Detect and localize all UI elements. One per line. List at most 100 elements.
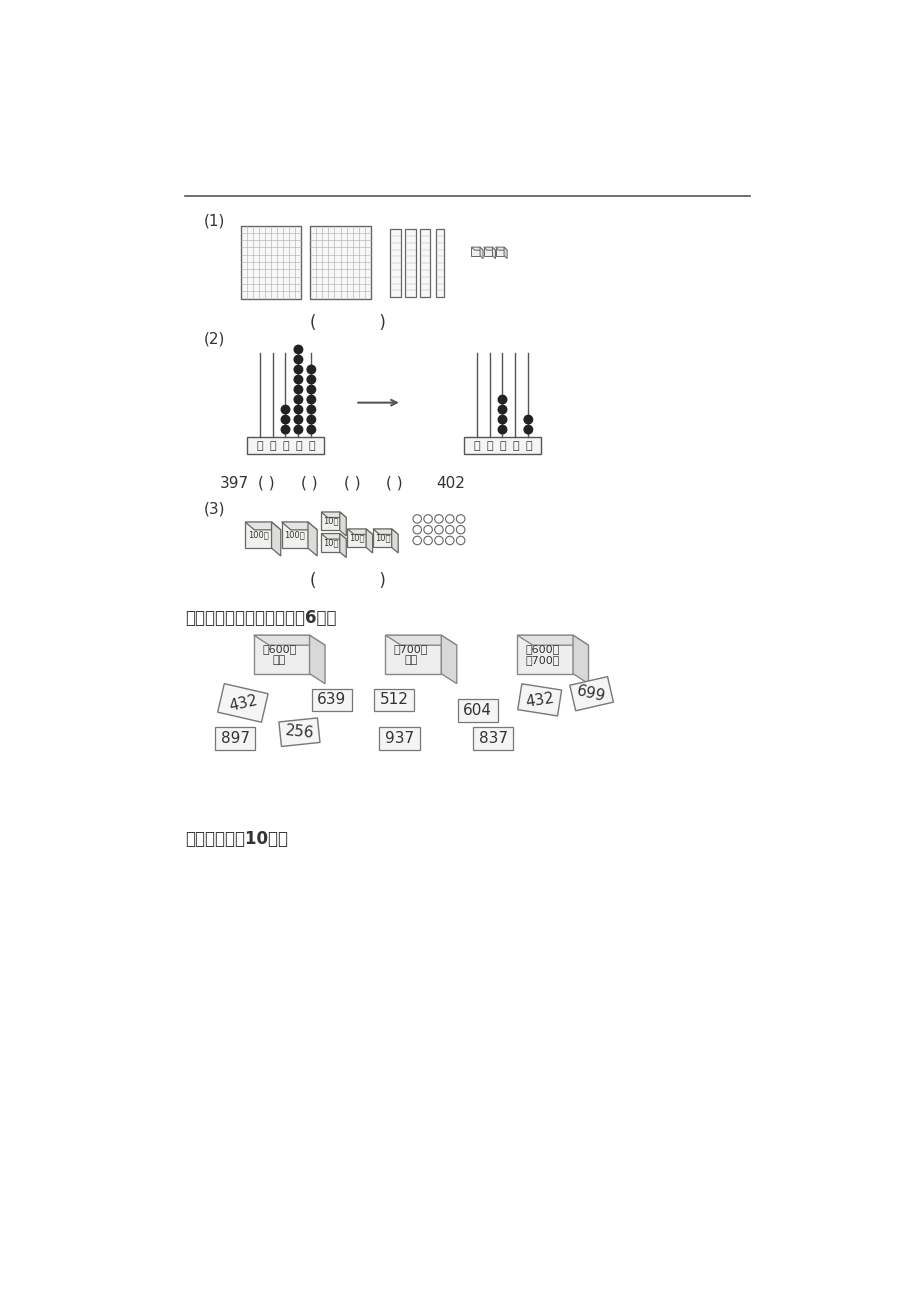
Polygon shape: [271, 522, 280, 556]
Text: 的数: 的数: [272, 655, 286, 665]
Text: (1): (1): [204, 214, 225, 229]
Text: (            ): ( ): [309, 314, 385, 332]
Text: 个: 个: [525, 441, 531, 450]
Text: 432: 432: [524, 690, 554, 710]
Circle shape: [281, 426, 289, 434]
Polygon shape: [385, 635, 456, 646]
Polygon shape: [569, 677, 613, 711]
Text: 604: 604: [462, 703, 492, 719]
Text: 10个: 10个: [323, 517, 338, 526]
Bar: [457, 699, 497, 721]
Bar: [404, 229, 415, 297]
Text: 千: 千: [269, 441, 276, 450]
Polygon shape: [373, 529, 398, 534]
Circle shape: [294, 355, 302, 363]
Polygon shape: [573, 635, 588, 684]
Text: 10个: 10个: [323, 538, 338, 547]
Text: 699: 699: [575, 684, 607, 704]
Polygon shape: [254, 635, 324, 646]
Text: 万: 万: [473, 441, 480, 450]
Text: 毖700大: 毖700大: [393, 643, 427, 654]
Bar: [516, 635, 573, 673]
Bar: [379, 728, 419, 750]
Polygon shape: [471, 247, 482, 250]
Text: 的数: 的数: [404, 655, 417, 665]
Text: 10个: 10个: [374, 534, 390, 543]
Polygon shape: [321, 512, 346, 517]
Circle shape: [294, 426, 302, 434]
Polygon shape: [245, 522, 280, 530]
Circle shape: [294, 396, 302, 404]
Text: 万: 万: [256, 441, 263, 450]
Bar: [483, 247, 492, 255]
Bar: [310, 225, 370, 298]
Bar: [321, 534, 339, 552]
Text: 897: 897: [221, 730, 249, 746]
Bar: [390, 229, 401, 297]
Circle shape: [294, 405, 302, 414]
Bar: [347, 529, 366, 547]
Circle shape: [498, 405, 506, 414]
Circle shape: [498, 396, 506, 404]
Text: (            ): ( ): [309, 572, 385, 590]
Text: 毖600大: 毖600大: [525, 643, 560, 654]
Circle shape: [307, 366, 315, 374]
Bar: [373, 529, 391, 547]
Text: 毖600小: 毖600小: [262, 643, 296, 654]
Circle shape: [281, 405, 289, 414]
Text: 百: 百: [282, 441, 289, 450]
Polygon shape: [391, 529, 398, 553]
Polygon shape: [366, 529, 372, 553]
Bar: [419, 229, 430, 297]
Polygon shape: [309, 635, 324, 684]
Circle shape: [307, 415, 315, 424]
Circle shape: [498, 415, 506, 424]
Bar: [471, 247, 480, 255]
Polygon shape: [278, 717, 320, 746]
Bar: [215, 728, 255, 750]
Text: 10个: 10个: [348, 534, 364, 543]
Polygon shape: [492, 247, 495, 259]
Bar: [495, 247, 504, 255]
Polygon shape: [483, 247, 495, 250]
Polygon shape: [495, 247, 506, 250]
Circle shape: [281, 415, 289, 424]
Polygon shape: [321, 534, 346, 539]
Bar: [245, 522, 271, 548]
Polygon shape: [339, 534, 346, 557]
Text: 397: 397: [220, 475, 248, 491]
Circle shape: [294, 415, 302, 424]
Circle shape: [294, 375, 302, 384]
Circle shape: [294, 345, 302, 354]
Circle shape: [524, 426, 532, 434]
Text: (2): (2): [204, 332, 225, 346]
Circle shape: [294, 366, 302, 374]
Bar: [246, 437, 323, 454]
Text: ( ): ( ): [258, 475, 275, 491]
Text: 639: 639: [317, 693, 346, 707]
Text: ( ): ( ): [386, 475, 403, 491]
Polygon shape: [517, 684, 562, 716]
Polygon shape: [504, 247, 506, 259]
Polygon shape: [480, 247, 482, 259]
Bar: [436, 229, 443, 297]
Text: 十: 十: [512, 441, 518, 450]
Text: 毖700小: 毖700小: [525, 655, 560, 665]
Text: 100个: 100个: [284, 531, 305, 539]
Bar: [385, 635, 441, 673]
Text: 402: 402: [437, 475, 465, 491]
Text: ( ): ( ): [344, 475, 360, 491]
Bar: [281, 522, 308, 548]
Bar: [373, 689, 414, 711]
Bar: [463, 437, 540, 454]
Polygon shape: [516, 635, 588, 646]
Circle shape: [307, 396, 315, 404]
Text: 837: 837: [478, 730, 507, 746]
Text: 百: 百: [499, 441, 505, 450]
Circle shape: [307, 375, 315, 384]
Circle shape: [294, 385, 302, 393]
Text: 100个: 100个: [248, 531, 268, 539]
Polygon shape: [218, 684, 267, 723]
Bar: [240, 225, 301, 298]
Text: 九、按要求连线装盒子。（6分）: 九、按要求连线装盒子。（6分）: [185, 609, 335, 628]
